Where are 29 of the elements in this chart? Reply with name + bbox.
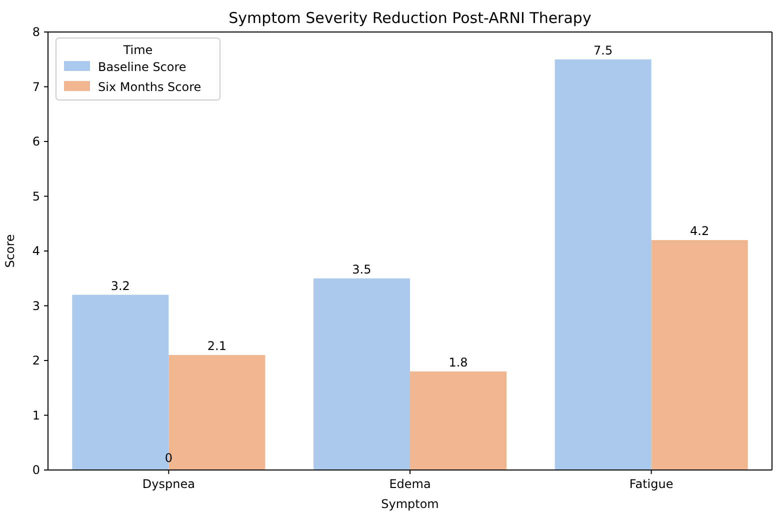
data-label: 3.5 xyxy=(352,262,372,276)
y-tick-label: 5 xyxy=(32,189,40,204)
y-tick-label: 0 xyxy=(32,463,40,477)
y-tick-label: 2 xyxy=(32,354,40,368)
annotation: 0 xyxy=(164,451,172,465)
legend-label: Six Months Score xyxy=(98,80,202,94)
legend-label: Baseline Score xyxy=(98,60,186,74)
data-label: 4.2 xyxy=(690,224,710,238)
x-axis-title: Symptom xyxy=(381,497,439,511)
y-tick-label: 7 xyxy=(32,80,40,94)
data-label: 7.5 xyxy=(594,43,613,58)
y-tick-label: 3 xyxy=(32,298,40,313)
y-axis-title: Score xyxy=(3,234,17,268)
y-tick-label: 6 xyxy=(32,134,40,148)
chart-title: Symptom Severity Reduction Post-ARNI Therapy xyxy=(228,9,592,27)
legend-title: Time xyxy=(122,43,153,57)
y-tick-label: 8 xyxy=(32,25,40,39)
x-tick-label: Dyspnea xyxy=(142,477,195,491)
bar xyxy=(651,240,748,470)
bar xyxy=(410,371,507,470)
y-tick-label: 4 xyxy=(32,244,40,258)
y-tick-label: 1 xyxy=(32,408,40,422)
x-tick-label: Edema xyxy=(389,477,431,491)
data-label: 2.1 xyxy=(207,339,226,354)
data-label: 1.8 xyxy=(448,355,468,370)
bar xyxy=(554,59,652,470)
x-tick-label: Fatigue xyxy=(629,477,674,491)
data-label: 3.2 xyxy=(110,278,130,293)
bar xyxy=(313,278,410,470)
